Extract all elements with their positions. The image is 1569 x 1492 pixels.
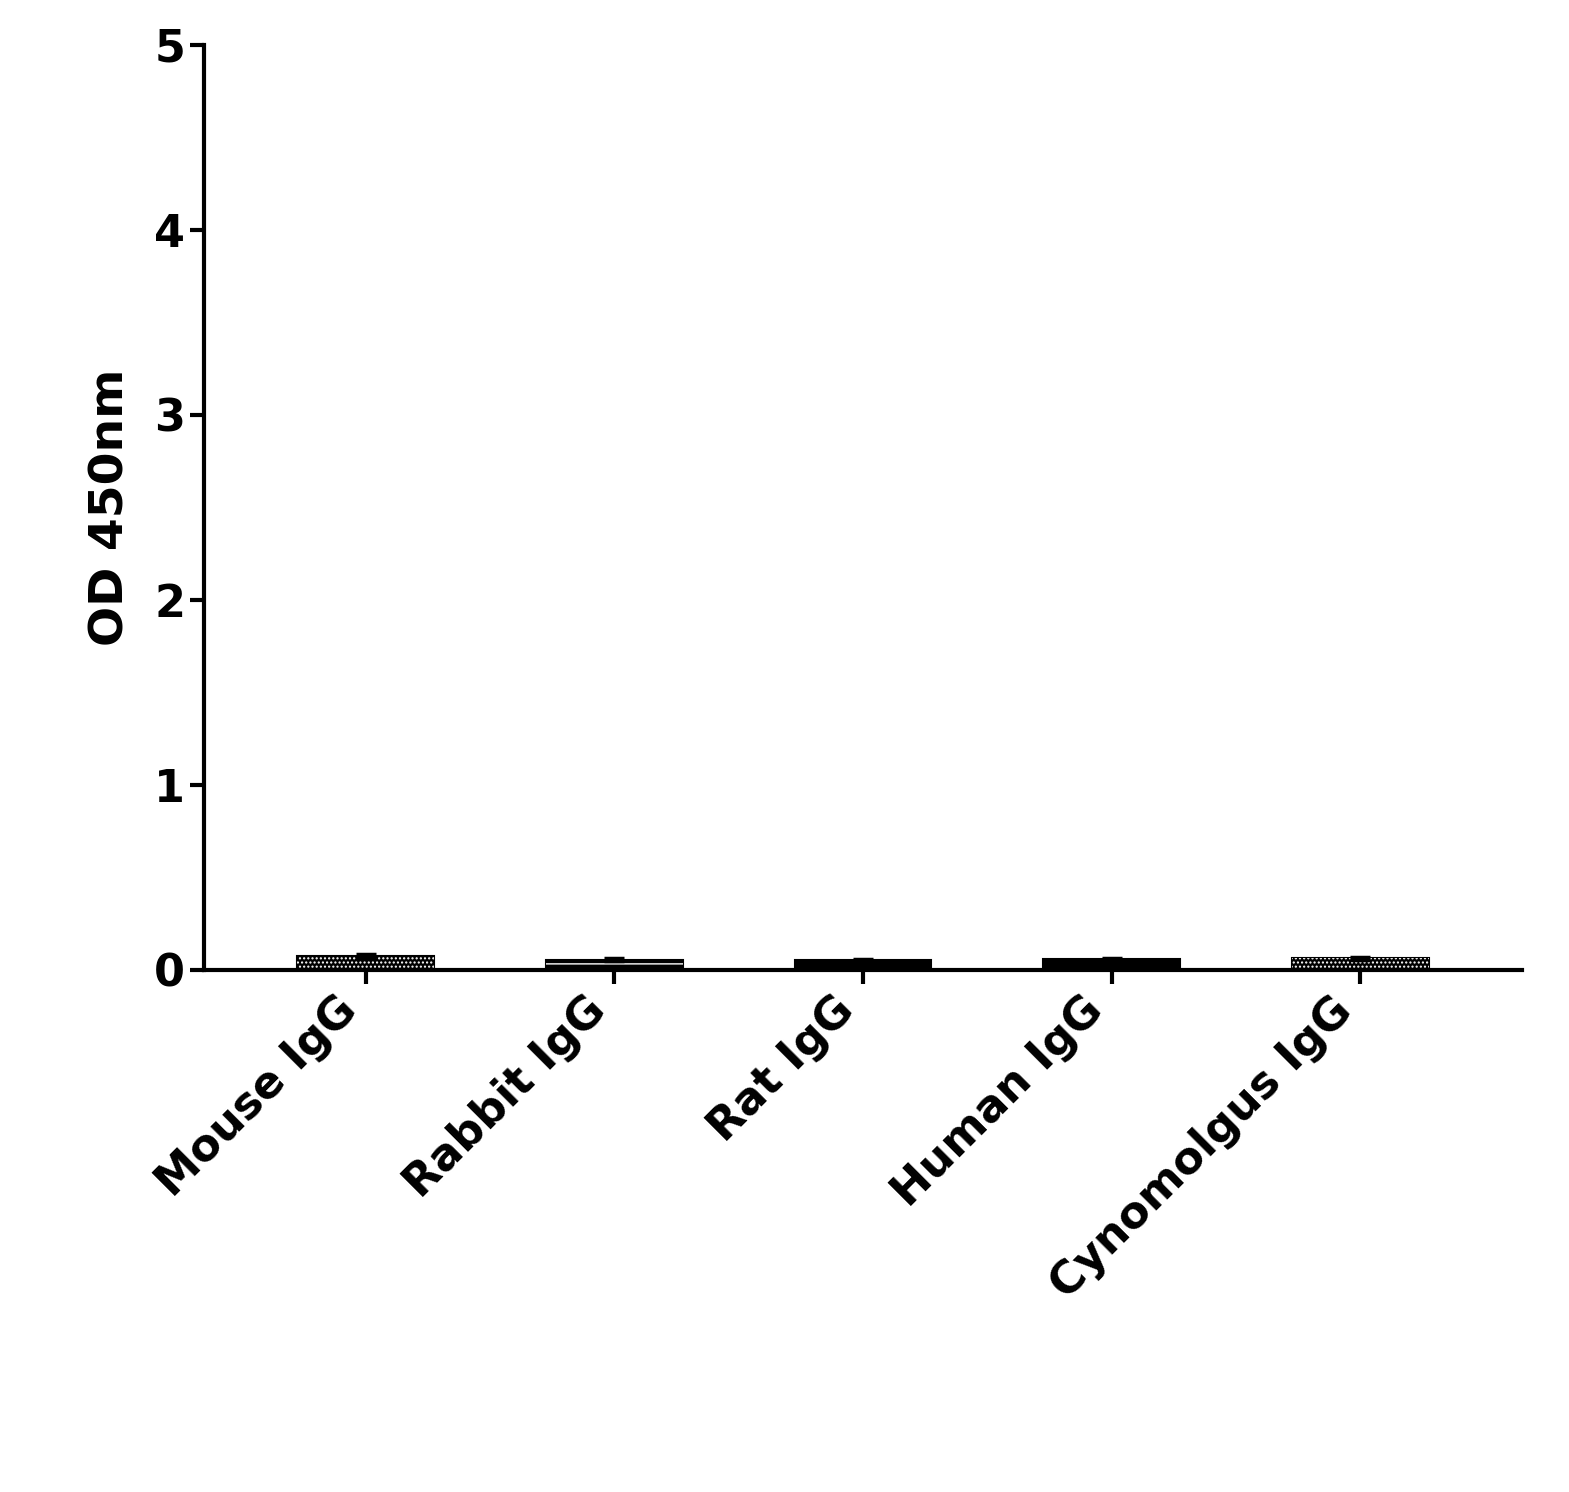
Bar (297, 956, 435, 970)
Bar (1043, 959, 1180, 970)
Bar (1291, 958, 1429, 970)
Y-axis label: OD 450nm: OD 450nm (88, 369, 133, 646)
Bar (546, 959, 683, 970)
Bar (297, 956, 435, 970)
Bar (1291, 958, 1429, 970)
Bar (794, 959, 932, 970)
Bar (546, 959, 683, 970)
